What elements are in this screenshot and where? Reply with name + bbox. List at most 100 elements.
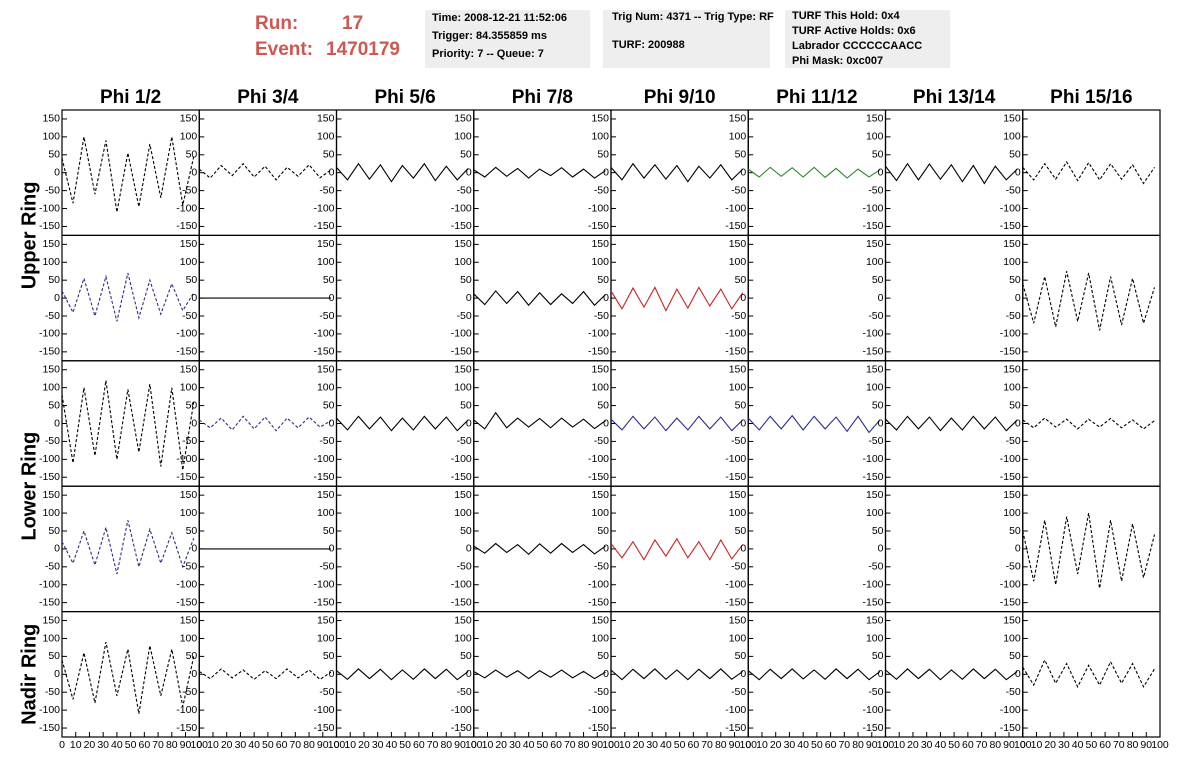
y-tick-label: 100	[454, 632, 472, 644]
y-tick-label: -150	[313, 722, 334, 734]
y-tick-label: -150	[862, 596, 883, 608]
x-tick-label: 80	[440, 739, 452, 751]
y-tick-label: 0	[54, 166, 60, 178]
panel-frame	[747, 485, 887, 613]
x-tick-label: 0	[608, 739, 614, 751]
waveform	[610, 162, 744, 183]
info-box	[785, 10, 950, 68]
y-tick-label: -100	[451, 704, 472, 716]
y-tick-label: 150	[729, 614, 747, 626]
y-tick-label: -150	[176, 722, 197, 734]
x-tick-label: 90	[1140, 739, 1152, 751]
panel-frame	[198, 360, 338, 487]
waveform	[747, 414, 881, 434]
y-tick-label: -100	[313, 328, 334, 340]
x-tick-label: 40	[111, 739, 123, 751]
x-tick-label: 10	[756, 739, 768, 751]
y-tick-label: -150	[39, 220, 60, 232]
panel-frame	[884, 610, 1024, 738]
y-tick-label: 0	[740, 543, 746, 555]
y-tick-label: 100	[1003, 131, 1021, 143]
y-tick-label: 0	[1015, 668, 1021, 680]
y-tick-label: -150	[588, 596, 609, 608]
x-tick-label: 50	[537, 739, 549, 751]
column-title: Phi 15/16	[1050, 87, 1132, 108]
y-tick-label: 100	[729, 507, 747, 519]
waveform	[610, 286, 744, 312]
y-tick-label: 150	[454, 113, 472, 125]
x-tick-label: 100	[1151, 739, 1169, 751]
y-tick-label: 100	[180, 507, 198, 519]
y-tick-label: 0	[1015, 543, 1021, 555]
y-tick-label: -50	[594, 561, 609, 573]
y-tick-label: -150	[588, 471, 609, 483]
x-tick-label: 90	[454, 739, 466, 751]
y-tick-label: -100	[725, 202, 746, 214]
y-tick-label: -100	[39, 453, 60, 465]
y-tick-label: 150	[866, 238, 884, 250]
panel-frame	[335, 234, 475, 362]
y-tick-label: 50	[597, 525, 609, 537]
y-tick-label: -150	[1000, 471, 1021, 483]
y-tick-label: -50	[594, 184, 609, 196]
y-tick-label: 0	[466, 292, 472, 304]
y-tick-label: 0	[329, 417, 335, 429]
y-tick-label: -100	[588, 453, 609, 465]
y-tick-label: 0	[740, 417, 746, 429]
x-tick-label: 30	[372, 739, 384, 751]
y-tick-label: 50	[872, 650, 884, 662]
panel-frame	[473, 610, 612, 738]
y-tick-label: -50	[182, 184, 197, 196]
x-tick-label: 60	[825, 739, 837, 751]
panel-frame	[1022, 109, 1161, 237]
y-tick-label: -100	[725, 579, 746, 591]
x-tick-label: 20	[495, 739, 507, 751]
y-tick-label: -150	[862, 471, 883, 483]
y-tick-label: -100	[725, 328, 746, 340]
y-tick-label: 150	[180, 614, 198, 626]
y-tick-label: 0	[329, 292, 335, 304]
y-tick-label: -150	[862, 220, 883, 232]
y-tick-label: 0	[1015, 292, 1021, 304]
y-tick-label: 0	[740, 166, 746, 178]
y-tick-label: -150	[313, 346, 334, 358]
x-tick-label: 20	[358, 739, 370, 751]
y-tick-label: -100	[725, 704, 746, 716]
y-tick-label: 50	[186, 650, 198, 662]
waveform	[610, 415, 744, 432]
y-tick-label: 100	[866, 256, 884, 268]
x-tick-label: 50	[1086, 739, 1098, 751]
x-tick-label: 20	[84, 739, 96, 751]
y-tick-label: 150	[1003, 238, 1021, 250]
y-tick-label: 0	[878, 292, 884, 304]
info-text: TURF: 200988	[612, 39, 685, 51]
column-title: Phi 11/12	[776, 87, 857, 108]
x-tick-label: 10	[344, 739, 356, 751]
y-tick-label: 150	[180, 238, 198, 250]
x-tick-label: 80	[578, 739, 590, 751]
y-tick-label: -50	[1006, 310, 1021, 322]
y-tick-label: -50	[319, 310, 334, 322]
info-text: TURF Active Holds: 0x6	[792, 25, 916, 37]
y-tick-label: -100	[588, 704, 609, 716]
x-tick-label: 40	[523, 739, 535, 751]
y-tick-label: -150	[451, 220, 472, 232]
x-tick-label: 40	[248, 739, 260, 751]
y-tick-label: 50	[323, 650, 335, 662]
y-tick-label: 50	[872, 525, 884, 537]
y-tick-label: 150	[591, 364, 609, 376]
y-tick-label: 50	[460, 399, 472, 411]
y-tick-label: -150	[313, 471, 334, 483]
waveform	[61, 380, 195, 471]
y-tick-label: 150	[591, 489, 609, 501]
y-tick-label: 150	[317, 489, 335, 501]
x-tick-label: 10	[482, 739, 494, 751]
panel-frame	[747, 610, 887, 738]
y-tick-label: -100	[313, 704, 334, 716]
y-tick-label: 50	[323, 149, 335, 161]
y-tick-label: 150	[454, 614, 472, 626]
y-tick-label: 150	[317, 614, 335, 626]
y-tick-label: 0	[466, 417, 472, 429]
x-tick-label: 0	[471, 739, 477, 751]
y-tick-label: -50	[319, 184, 334, 196]
